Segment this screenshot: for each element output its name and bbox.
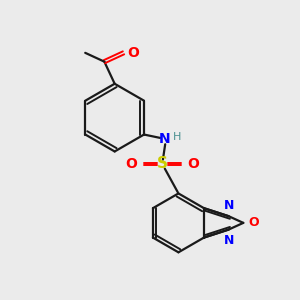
Text: O: O xyxy=(187,157,199,171)
Text: N: N xyxy=(224,199,234,212)
Text: N: N xyxy=(224,234,234,247)
Text: O: O xyxy=(127,46,139,60)
Text: O: O xyxy=(125,157,137,171)
Text: H: H xyxy=(172,132,181,142)
Text: O: O xyxy=(249,216,259,230)
Text: S: S xyxy=(157,157,168,172)
Text: N: N xyxy=(158,132,170,146)
